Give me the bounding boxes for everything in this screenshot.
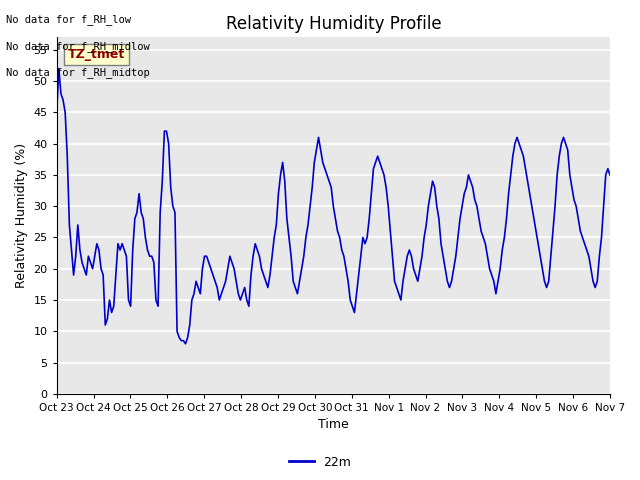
Text: No data for f_RH_midtop: No data for f_RH_midtop [6,67,150,78]
Legend: 22m: 22m [284,451,356,474]
Y-axis label: Relativity Humidity (%): Relativity Humidity (%) [15,143,28,288]
Text: No data for f_RH_midlow: No data for f_RH_midlow [6,41,150,52]
X-axis label: Time: Time [318,419,349,432]
Title: Relativity Humidity Profile: Relativity Humidity Profile [225,15,441,33]
Text: TZ_tmet: TZ_tmet [68,48,125,61]
Text: No data for f_RH_low: No data for f_RH_low [6,14,131,25]
